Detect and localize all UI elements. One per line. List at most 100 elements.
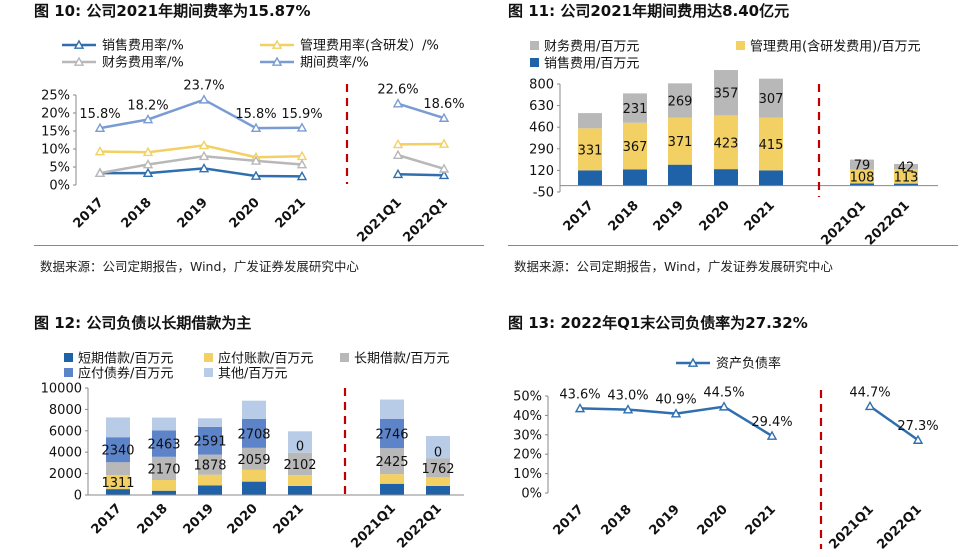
x-tick-label: 2021Q1 [818,198,868,248]
legend-label: 销售费用率/% [102,38,184,54]
data-point [438,112,450,122]
source-note: 数据来源：公司定期报告，Wind，广发证券发展研究中心 [514,259,833,274]
data-point [94,146,106,156]
bar-segment [759,170,783,186]
legend-label: 财务费用率/% [102,55,184,71]
legend-label: 管理费用(含研发费用)/百万元 [750,39,921,55]
bar-segment [668,164,692,186]
y-tick-label: 25% [41,89,70,104]
data-label: 231 [623,102,648,117]
data-label: 42 [898,161,915,176]
divider [508,245,958,246]
bar-segment [198,426,222,455]
y-tick-label: 50% [513,390,542,405]
data-label: 18.6% [423,97,464,112]
x-tick-label: 2019 [181,501,217,537]
data-point [438,169,450,180]
y-tick-label: 20% [41,107,70,122]
x-tick-label: 2022Q1 [394,501,444,551]
series-line [397,153,445,170]
y-tick-label: 630 [529,99,554,114]
data-label: 2059 [237,453,270,468]
legend-label: 其他/百万元 [218,367,287,382]
data-point [718,401,730,411]
y-tick-label: 290 [529,142,554,157]
bar-segment [198,474,222,486]
data-label: 307 [759,92,784,107]
data-label: 108 [850,170,875,185]
data-label: 22.6% [377,83,418,98]
data-label: 29.4% [751,415,792,430]
bar-segment [106,417,130,438]
data-label: 2102 [283,458,316,473]
y-tick-label: 2000 [49,467,82,482]
x-tick-label: 2017 [561,198,597,234]
bar-segment [380,474,404,484]
data-point [622,404,634,414]
bar-segment [714,70,738,116]
data-point [438,163,450,173]
y-tick-label: 40% [513,409,542,424]
data-point [392,168,404,179]
legend-marker [73,39,85,49]
data-label: 2708 [237,427,270,442]
bar-segment [850,183,874,186]
bar-segment [106,489,130,495]
bar-segment [623,169,647,186]
bar-segment [623,93,647,123]
y-tick-label: 20% [513,448,542,463]
data-label: 2170 [147,462,180,477]
chart-title: 图 13: 2022年Q1末公司负债率为27.32% [508,314,808,332]
bar-segment [668,117,692,165]
bar-segment [759,117,783,171]
legend-label: 短期借款/百万元 [78,352,173,367]
legend-label: 应付账款/百万元 [218,351,313,367]
bar-segment [152,490,176,495]
bar-segment [242,400,266,419]
data-point [198,150,210,161]
data-label: 2746 [375,427,408,442]
y-tick-label: -50 [533,186,554,201]
bar-segment [714,115,738,170]
legend-label: 长期借款/百万元 [354,352,449,367]
bar-segment [426,458,450,478]
data-label: 1311 [101,476,134,491]
bar-segment [288,431,312,453]
bar-segment [242,418,266,448]
data-label: 15.8% [235,107,276,122]
data-label: 423 [714,136,739,151]
legend-marker [271,39,283,49]
x-tick-label: 2021 [271,501,307,537]
legend-label: 资产负债率 [716,356,781,372]
data-label: 23.7% [183,79,224,94]
data-point [198,162,210,173]
bar-segment [668,83,692,118]
data-label: 15.9% [281,107,322,122]
legend-swatch [64,353,73,362]
y-tick-label: 5% [49,161,70,176]
legend-swatch [340,353,349,362]
x-tick-label: 2020 [697,198,733,234]
fig11-svg: -50 120 290 460 630 800 销售费用/百万元 管理费用(含研发费用)/百万… [529,39,938,249]
bar-segment [288,452,312,476]
x-tick-label: 2021 [743,502,779,538]
x-tick-label: 2020 [695,502,731,538]
data-point [250,155,262,165]
data-label: 331 [578,143,603,158]
bar-segment [106,462,130,476]
y-tick-label: 6000 [49,424,82,439]
data-label: 0 [296,440,304,455]
data-point [438,138,450,148]
data-point [296,122,308,132]
bar-segment [426,436,450,459]
x-tick-label: 2019 [647,502,683,538]
data-point [912,434,924,444]
data-label: 367 [623,140,648,155]
x-tick-label: 2020 [227,195,263,231]
y-tick-label: 10000 [41,382,82,397]
data-label: 2591 [193,435,226,450]
chart-title: 图 12: 公司负债以长期借款为主 [34,314,252,332]
data-label: 43.6% [559,387,600,402]
bar-segment [380,448,404,475]
x-tick-label: 2022Q1 [874,502,924,552]
